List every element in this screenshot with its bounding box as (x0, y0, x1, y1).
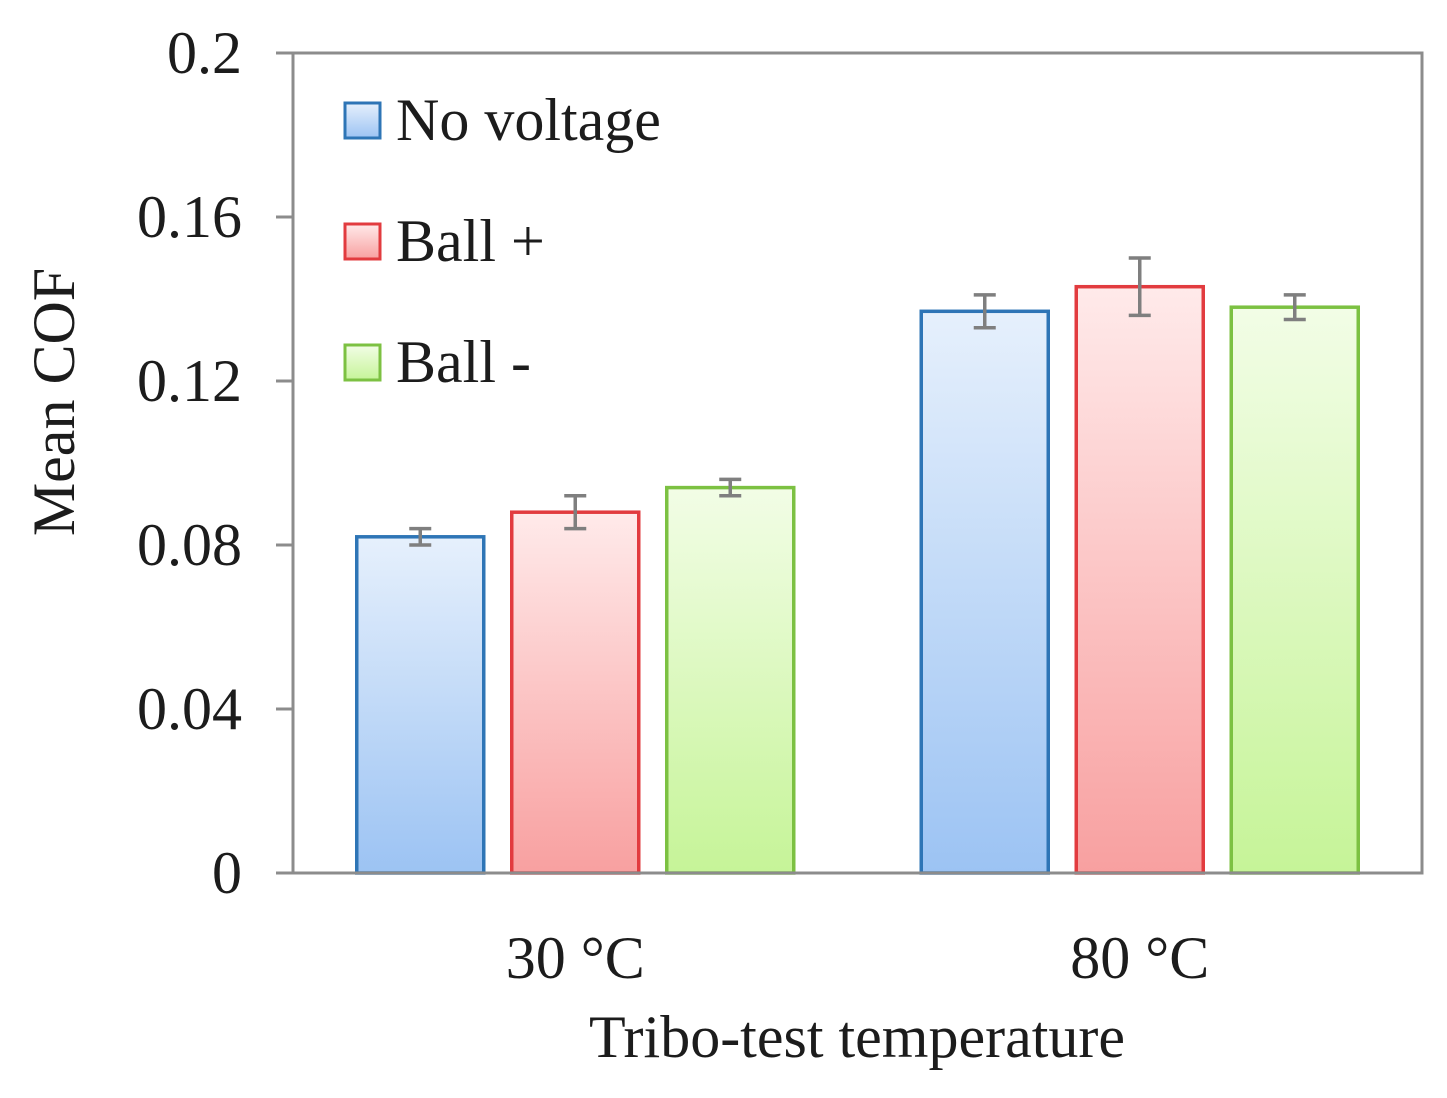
error-bar-no-voltage-30-c (409, 526, 432, 547)
legend-swatch-ball-minus (343, 343, 382, 382)
legend-label-ball-plus: Ball + (396, 208, 545, 274)
bar-ball-plus-80-c (1074, 284, 1205, 875)
x-tick-label: 80 °C (1070, 925, 1209, 991)
y-tick-label: 0.08 (137, 512, 242, 578)
y-axis: 0 0.04 0.08 0.12 0.16 0.2 (137, 20, 293, 906)
error-bar-ball-plus-80-c (1128, 256, 1151, 318)
y-tick-label: 0.2 (167, 20, 242, 86)
legend-swatch-no-voltage (343, 101, 382, 140)
error-bar-ball-plus-30-c (564, 494, 587, 531)
legend-swatch-ball-plus (343, 222, 382, 261)
x-axis-title: Tribo-test temperature (589, 1004, 1125, 1070)
y-tick-label: 0.16 (137, 184, 242, 250)
bar-ball-minus-80-c (1229, 305, 1360, 875)
x-axis: 30 °C 80 °C (506, 925, 1210, 991)
legend-label-ball-minus: Ball - (396, 329, 531, 395)
legend-label-no-voltage: No voltage (396, 87, 661, 153)
legend: No voltage Ball + Ball - (343, 87, 661, 395)
x-tick-label: 30 °C (506, 925, 645, 991)
bar-series (355, 284, 1360, 875)
error-bar-no-voltage-80-c (973, 293, 996, 330)
bar-ball-plus-30-c (510, 510, 641, 875)
y-axis-title: Mean COF (21, 268, 87, 536)
y-tick-label: 0 (212, 840, 242, 906)
error-bar-ball-minus-30-c (719, 477, 742, 498)
bar-no-voltage-80-c (919, 309, 1050, 875)
y-tick-label: 0.12 (137, 348, 242, 414)
error-bars (409, 256, 1306, 547)
y-tick-label: 0.04 (137, 676, 242, 742)
bar-no-voltage-30-c (355, 535, 486, 875)
bar-ball-minus-30-c (665, 485, 796, 875)
error-bar-ball-minus-80-c (1283, 293, 1306, 322)
